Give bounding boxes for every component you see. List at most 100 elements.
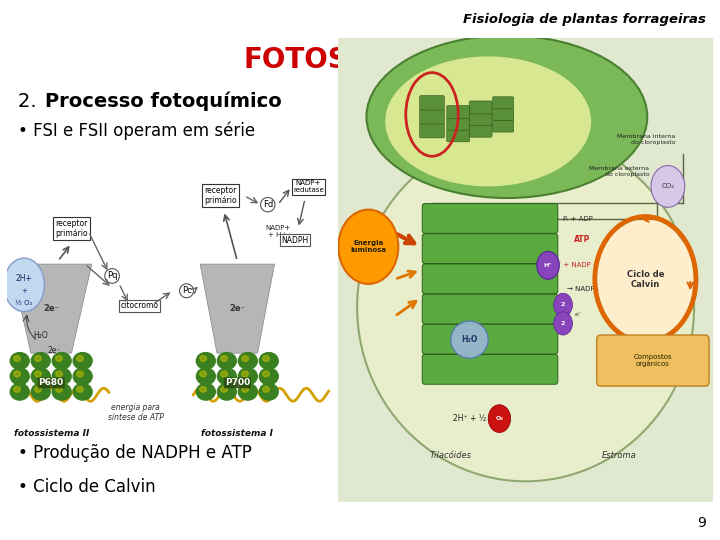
FancyBboxPatch shape bbox=[597, 335, 709, 386]
Text: Energia
luminosa: Energia luminosa bbox=[351, 240, 387, 253]
Text: H⁺ + NADP +: H⁺ + NADP + bbox=[552, 262, 599, 268]
Circle shape bbox=[55, 387, 63, 392]
Text: fotossistema I: fotossistema I bbox=[202, 429, 274, 438]
Text: Tilacóides: Tilacóides bbox=[430, 451, 472, 460]
Circle shape bbox=[238, 368, 257, 384]
Circle shape bbox=[31, 368, 50, 384]
Text: P680: P680 bbox=[39, 379, 64, 387]
Circle shape bbox=[488, 404, 510, 433]
Circle shape bbox=[259, 383, 278, 400]
Text: receptor
primário: receptor primário bbox=[55, 219, 88, 238]
Text: 2H+: 2H+ bbox=[16, 274, 32, 284]
Circle shape bbox=[263, 356, 269, 361]
Text: • Produção de NADPH e ATP: • Produção de NADPH e ATP bbox=[18, 444, 252, 462]
Text: 2e⁻: 2e⁻ bbox=[229, 304, 246, 313]
Text: receptor
primário: receptor primário bbox=[204, 186, 237, 205]
Text: O₂: O₂ bbox=[495, 416, 503, 421]
FancyBboxPatch shape bbox=[492, 109, 513, 120]
Text: 2: 2 bbox=[561, 321, 565, 326]
Circle shape bbox=[263, 371, 269, 377]
Text: H₂O: H₂O bbox=[34, 331, 48, 340]
Text: • FSI e FSII operam em série: • FSI e FSII operam em série bbox=[18, 122, 255, 140]
FancyBboxPatch shape bbox=[469, 112, 492, 126]
Text: Membrana externa
do cloroplasto: Membrana externa do cloroplasto bbox=[589, 166, 649, 177]
Circle shape bbox=[221, 356, 228, 361]
Circle shape bbox=[554, 312, 572, 335]
FancyBboxPatch shape bbox=[422, 294, 558, 324]
Text: H₂O: H₂O bbox=[462, 335, 477, 344]
FancyBboxPatch shape bbox=[422, 264, 558, 294]
Circle shape bbox=[31, 383, 50, 400]
Circle shape bbox=[76, 356, 84, 361]
Text: NADP+
redutase: NADP+ redutase bbox=[293, 180, 324, 193]
Circle shape bbox=[554, 293, 572, 316]
FancyBboxPatch shape bbox=[422, 355, 558, 384]
Ellipse shape bbox=[385, 56, 591, 186]
Circle shape bbox=[53, 383, 71, 400]
Circle shape bbox=[73, 368, 92, 384]
Circle shape bbox=[73, 383, 92, 400]
Circle shape bbox=[76, 371, 84, 377]
Circle shape bbox=[238, 383, 257, 400]
Circle shape bbox=[197, 353, 215, 369]
Text: → NADPH: → NADPH bbox=[567, 286, 600, 292]
Text: energia para
síntese de ATP: energia para síntese de ATP bbox=[108, 403, 163, 422]
Circle shape bbox=[14, 387, 20, 392]
FancyBboxPatch shape bbox=[422, 234, 558, 264]
Circle shape bbox=[242, 387, 248, 392]
Circle shape bbox=[200, 371, 207, 377]
FancyBboxPatch shape bbox=[447, 106, 469, 119]
Circle shape bbox=[197, 383, 215, 400]
Ellipse shape bbox=[338, 210, 398, 284]
Circle shape bbox=[217, 368, 236, 384]
Circle shape bbox=[263, 387, 269, 392]
Circle shape bbox=[35, 387, 41, 392]
Circle shape bbox=[35, 371, 41, 377]
FancyBboxPatch shape bbox=[469, 101, 492, 114]
Ellipse shape bbox=[357, 133, 694, 481]
Ellipse shape bbox=[366, 36, 647, 198]
Text: 2.: 2. bbox=[18, 92, 43, 111]
Circle shape bbox=[76, 387, 84, 392]
Circle shape bbox=[55, 371, 63, 377]
Circle shape bbox=[10, 383, 30, 400]
Polygon shape bbox=[200, 264, 274, 353]
Text: H⁺: H⁺ bbox=[544, 263, 552, 268]
Ellipse shape bbox=[4, 258, 45, 312]
Text: Ciclo de
Calvin: Ciclo de Calvin bbox=[626, 269, 664, 289]
FancyBboxPatch shape bbox=[422, 204, 558, 233]
Text: P700: P700 bbox=[225, 379, 250, 387]
Circle shape bbox=[242, 371, 248, 377]
Text: +: + bbox=[21, 288, 27, 294]
FancyBboxPatch shape bbox=[420, 96, 444, 110]
Ellipse shape bbox=[451, 321, 488, 358]
FancyBboxPatch shape bbox=[420, 124, 444, 138]
Circle shape bbox=[14, 371, 20, 377]
Text: Compostos
orgânicos: Compostos orgânicos bbox=[634, 354, 672, 367]
Text: e⁻: e⁻ bbox=[575, 312, 581, 316]
Circle shape bbox=[53, 353, 71, 369]
Text: NADP+
+ H+: NADP+ + H+ bbox=[265, 225, 291, 238]
Text: NADPH: NADPH bbox=[282, 236, 308, 245]
Circle shape bbox=[197, 368, 215, 384]
Text: 2: 2 bbox=[561, 302, 565, 307]
Text: 9: 9 bbox=[697, 516, 706, 530]
Text: Pᵢ + ADP: Pᵢ + ADP bbox=[563, 216, 593, 222]
Text: FOTOSSÍNTESE: FOTOSSÍNTESE bbox=[243, 46, 477, 74]
Circle shape bbox=[217, 353, 236, 369]
FancyBboxPatch shape bbox=[492, 120, 513, 132]
Circle shape bbox=[10, 368, 30, 384]
Text: Processo fotoquímico: Processo fotoquímico bbox=[45, 92, 282, 111]
Circle shape bbox=[221, 371, 228, 377]
Circle shape bbox=[31, 353, 50, 369]
Circle shape bbox=[10, 353, 30, 369]
Text: Pq: Pq bbox=[107, 272, 117, 280]
FancyBboxPatch shape bbox=[422, 325, 558, 354]
Text: Membrana interna
do cloroplasto: Membrana interna do cloroplasto bbox=[617, 134, 675, 145]
Circle shape bbox=[14, 356, 20, 361]
Text: • Ciclo de Calvin: • Ciclo de Calvin bbox=[18, 478, 156, 496]
Circle shape bbox=[242, 356, 248, 361]
Text: CO₂: CO₂ bbox=[662, 184, 675, 190]
Text: Pc: Pc bbox=[181, 286, 192, 295]
Text: 2e⁻: 2e⁻ bbox=[43, 304, 59, 313]
